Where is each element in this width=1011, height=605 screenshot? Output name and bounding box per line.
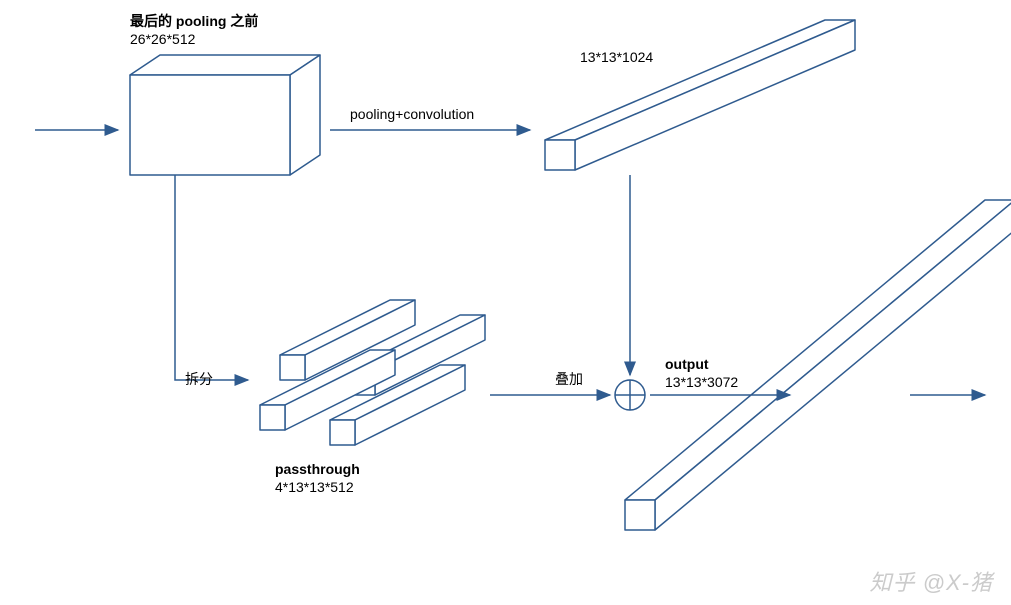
label-block1: 最后的 pooling 之前 26*26*512	[130, 12, 258, 48]
label-block2: 13*13*1024	[580, 48, 653, 66]
label-output: output 13*13*3072	[665, 355, 738, 391]
label-arrow-split: 拆分	[185, 370, 213, 388]
block-pooling-before	[130, 55, 320, 175]
label-arrow-pool-conv: pooling+convolution	[350, 105, 474, 123]
label-arrow-merge: 叠加	[555, 370, 583, 388]
label-passthrough: passthrough 4*13*13*512	[275, 460, 360, 496]
block-pool-conv-output	[545, 20, 855, 170]
merge-node	[615, 380, 645, 410]
block-passthrough	[260, 300, 485, 445]
diagram-canvas	[0, 0, 1011, 605]
watermark: 知乎 @X-猪	[870, 565, 993, 597]
arrow-split	[175, 175, 248, 380]
